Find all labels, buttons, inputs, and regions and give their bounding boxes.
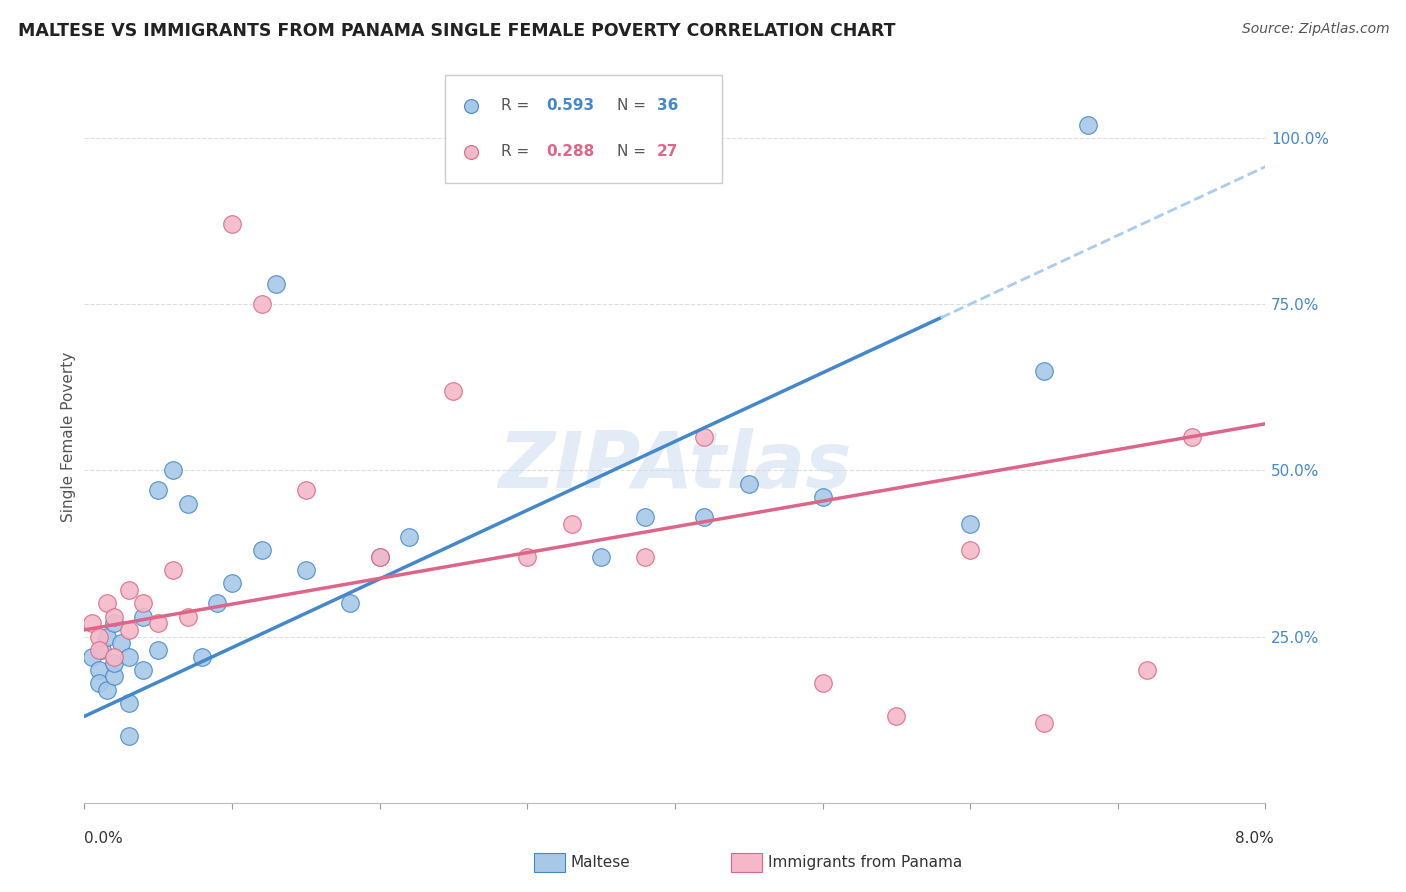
- Text: N =: N =: [617, 145, 651, 160]
- Text: MALTESE VS IMMIGRANTS FROM PANAMA SINGLE FEMALE POVERTY CORRELATION CHART: MALTESE VS IMMIGRANTS FROM PANAMA SINGLE…: [18, 22, 896, 40]
- Point: [339, 596, 361, 610]
- Point: [103, 609, 125, 624]
- Point: [221, 576, 243, 591]
- Point: [89, 676, 111, 690]
- Point: [177, 497, 200, 511]
- Point: [96, 682, 118, 697]
- Point: [959, 516, 981, 531]
- Text: 27: 27: [657, 145, 679, 160]
- Point: [80, 649, 103, 664]
- Point: [398, 530, 420, 544]
- Point: [693, 509, 716, 524]
- Text: Maltese: Maltese: [571, 855, 630, 870]
- Point: [103, 616, 125, 631]
- Text: R =: R =: [502, 98, 534, 113]
- Point: [1077, 118, 1099, 132]
- Point: [118, 729, 141, 743]
- Point: [737, 476, 759, 491]
- Point: [368, 549, 391, 564]
- Point: [96, 596, 118, 610]
- Text: R =: R =: [502, 145, 534, 160]
- Point: [103, 656, 125, 670]
- Point: [110, 636, 132, 650]
- Point: [89, 663, 111, 677]
- Point: [1136, 663, 1159, 677]
- Point: [634, 509, 657, 524]
- Text: 36: 36: [657, 98, 679, 113]
- Point: [1032, 716, 1054, 731]
- Point: [264, 277, 288, 292]
- Point: [148, 483, 170, 498]
- Point: [221, 217, 243, 231]
- Point: [886, 709, 908, 723]
- Point: [959, 543, 981, 558]
- Point: [443, 384, 465, 398]
- Point: [132, 596, 155, 610]
- Point: [89, 630, 111, 644]
- Point: [148, 643, 170, 657]
- Point: [118, 696, 141, 710]
- Point: [516, 549, 538, 564]
- Point: [591, 549, 613, 564]
- Text: 8.0%: 8.0%: [1234, 831, 1274, 846]
- Point: [368, 549, 391, 564]
- Point: [191, 649, 214, 664]
- Point: [162, 463, 184, 477]
- Text: 0.288: 0.288: [546, 145, 595, 160]
- Point: [1032, 363, 1054, 377]
- Point: [118, 582, 141, 597]
- Text: N =: N =: [617, 98, 651, 113]
- Point: [103, 649, 125, 664]
- Point: [96, 630, 118, 644]
- Point: [80, 616, 103, 631]
- Point: [162, 563, 184, 577]
- Point: [118, 623, 141, 637]
- Point: [250, 297, 273, 311]
- Point: [132, 609, 155, 624]
- Text: Immigrants from Panama: Immigrants from Panama: [768, 855, 962, 870]
- Point: [177, 609, 200, 624]
- Point: [560, 516, 583, 531]
- Point: [250, 543, 273, 558]
- Point: [693, 430, 716, 444]
- Point: [89, 643, 111, 657]
- Point: [118, 649, 141, 664]
- Point: [103, 669, 125, 683]
- FancyBboxPatch shape: [444, 75, 723, 183]
- Point: [811, 490, 834, 504]
- Point: [148, 616, 170, 631]
- Point: [91, 643, 114, 657]
- Text: 0.593: 0.593: [546, 98, 595, 113]
- Point: [295, 483, 318, 498]
- Text: ZIPAtlas: ZIPAtlas: [498, 428, 852, 504]
- Point: [132, 663, 155, 677]
- Y-axis label: Single Female Poverty: Single Female Poverty: [60, 352, 76, 522]
- Point: [634, 549, 657, 564]
- Point: [1181, 430, 1204, 444]
- Text: Source: ZipAtlas.com: Source: ZipAtlas.com: [1241, 22, 1389, 37]
- Point: [295, 563, 318, 577]
- Text: 0.0%: 0.0%: [84, 831, 124, 846]
- Point: [205, 596, 228, 610]
- Point: [811, 676, 834, 690]
